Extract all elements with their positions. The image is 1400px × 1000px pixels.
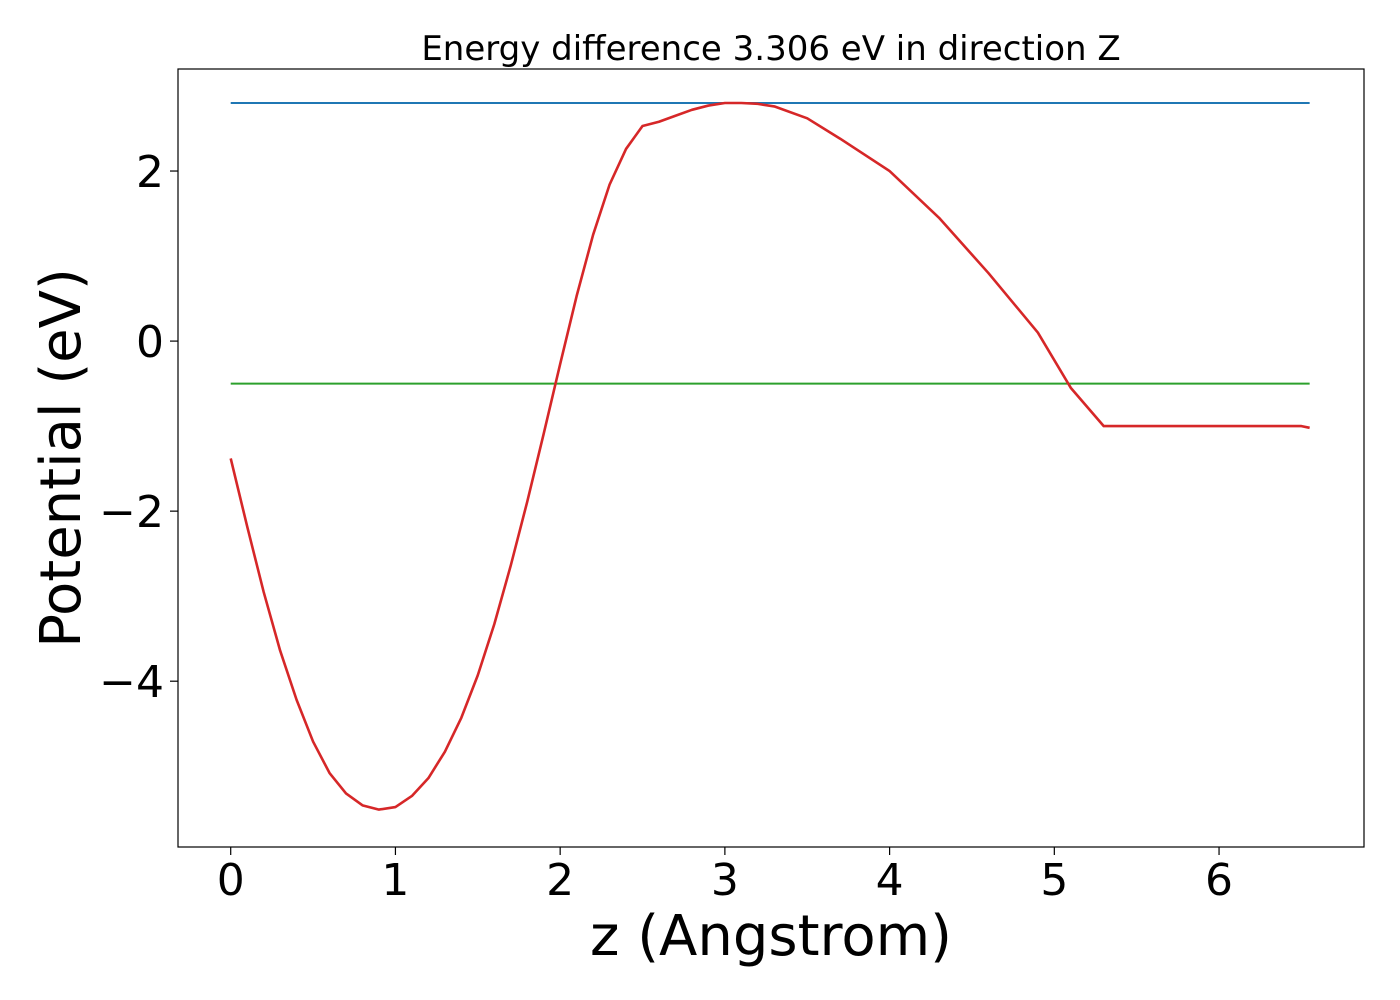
x-tick-label: 1 <box>381 855 409 906</box>
series-line-3 <box>229 101 1310 811</box>
x-tick-label: 4 <box>876 855 904 906</box>
y-tick-label: −4 <box>99 657 164 708</box>
x-tick-label: 3 <box>711 855 739 906</box>
y-axis-ticks: −4 −2 0 2 <box>99 147 178 708</box>
plot-area <box>229 101 1310 811</box>
y-tick-label: 2 <box>136 147 164 198</box>
x-axis-ticks: 0 1 2 3 4 5 6 <box>217 847 1233 906</box>
y-axis-label: Potential (eV) <box>29 268 94 648</box>
x-axis-label: z (Angstrom) <box>590 904 952 969</box>
x-tick-label: 2 <box>546 855 574 906</box>
y-tick-label: 0 <box>136 317 164 368</box>
x-tick-label: 0 <box>217 855 245 906</box>
y-tick-label: −2 <box>99 487 164 538</box>
plot-frame <box>177 68 1365 848</box>
x-tick-label: 6 <box>1205 855 1233 906</box>
x-tick-label: 5 <box>1040 855 1068 906</box>
chart-title: Energy difference 3.306 eV in direction … <box>421 29 1120 69</box>
